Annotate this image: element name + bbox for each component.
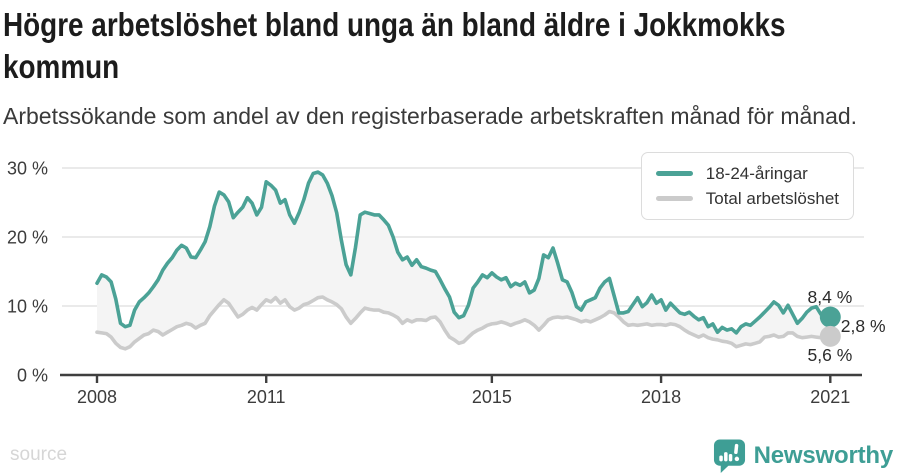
- x-axis-tick-label: 2018: [641, 387, 681, 407]
- y-axis-tick-label: 20 %: [7, 228, 48, 248]
- series-line-total: [95, 295, 833, 351]
- legend-label-young: 18-24-åringar: [705, 163, 808, 183]
- x-axis-tick-label: 2021: [810, 387, 850, 407]
- chart-legend: 18-24-åringar Total arbetslöshet: [640, 152, 854, 220]
- legend-item-young: 18-24-åringar: [655, 161, 839, 186]
- legend-label-total: Total arbetslöshet: [705, 188, 839, 208]
- series-line-young: [95, 170, 833, 335]
- page-subtitle: Arbetssökande som andel av den registerb…: [3, 103, 858, 129]
- page-title: Högre arbetslöshet bland unga än bland ä…: [3, 6, 786, 85]
- end-value-total: 5,6 %: [807, 344, 853, 365]
- legend-swatch-total-icon: [655, 196, 693, 201]
- source-label: source: [10, 444, 68, 465]
- x-axis-tick-label: 2008: [77, 387, 117, 407]
- end-dot-total: [819, 325, 841, 347]
- x-axis-tick-label: 2011: [247, 387, 286, 407]
- legend-item-total: Total arbetslöshet: [655, 186, 839, 211]
- end-value-young: 8,4 %: [807, 286, 853, 307]
- newsworthy-icon: [713, 439, 745, 473]
- y-axis-tick-label: 0 %: [17, 366, 48, 386]
- brand-name: Newsworthy: [753, 442, 894, 469]
- legend-swatch-young-icon: [655, 171, 693, 176]
- end-dot-young: [819, 306, 841, 328]
- x-axis-tick-label: 2015: [472, 387, 512, 407]
- end-value-difference: 2,8 %: [840, 315, 886, 336]
- y-axis-tick-label: 30 %: [7, 159, 48, 179]
- newsworthy-logo: Newsworthy: [713, 438, 893, 474]
- y-axis-tick-label: 10 %: [7, 297, 48, 317]
